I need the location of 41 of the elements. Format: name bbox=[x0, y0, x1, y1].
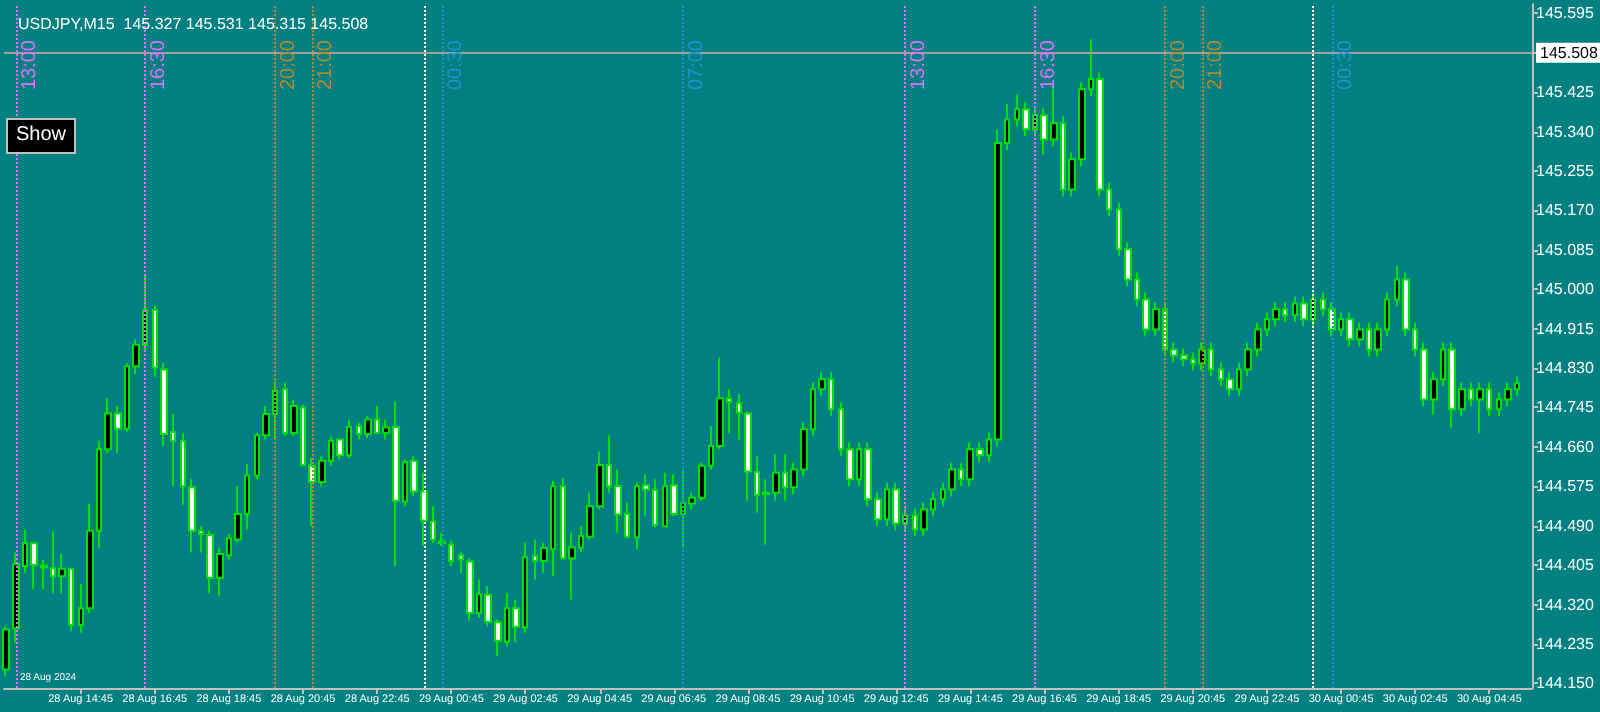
y-tick-label: 144.915 bbox=[1536, 319, 1595, 338]
y-tick-label: 145.595 bbox=[1536, 4, 1595, 23]
candlestick bbox=[1476, 381, 1484, 434]
ref-line-label: 00:30 bbox=[445, 39, 468, 91]
y-tick-label: 145.425 bbox=[1536, 83, 1595, 102]
y-tick-label: 144.575 bbox=[1536, 477, 1595, 496]
y-tick-label: 145.255 bbox=[1536, 161, 1595, 180]
y-tick-label: 144.660 bbox=[1536, 437, 1595, 456]
candlestick bbox=[466, 557, 474, 622]
ref-line-label: 145.508 bbox=[1540, 43, 1599, 62]
y-tick-label: 145.170 bbox=[1536, 201, 1595, 220]
y-tick-label: 144.830 bbox=[1536, 359, 1595, 378]
ref-line-label: 13:00 bbox=[18, 39, 41, 91]
y-tick-label: 144.405 bbox=[1536, 556, 1595, 575]
y-tick-label: 145.000 bbox=[1536, 280, 1595, 299]
candlestick bbox=[2, 625, 10, 677]
y-tick-label: 144.150 bbox=[1536, 674, 1595, 693]
y-tick-label: 144.320 bbox=[1536, 595, 1595, 614]
ref-line-label: 21:00 bbox=[1205, 39, 1228, 91]
candlestick bbox=[1504, 381, 1512, 408]
ref-line-label: 20:00 bbox=[1167, 39, 1190, 91]
candlestick bbox=[1272, 301, 1280, 328]
ref-line-label: 07:00 bbox=[686, 39, 709, 91]
y-tick-label: 144.490 bbox=[1536, 516, 1595, 535]
ref-line-label: 20:00 bbox=[278, 39, 301, 91]
ref-line-label: 16:30 bbox=[1038, 39, 1061, 91]
ref-line-label: 16:30 bbox=[148, 39, 171, 91]
candlestick bbox=[1022, 101, 1030, 138]
text: USDJPY,M15 145.327 145.531 145.315 145.508 bbox=[18, 15, 370, 33]
y-tick-label: 144.235 bbox=[1536, 634, 1595, 653]
ref-line-label: 00:30 bbox=[1334, 39, 1357, 91]
show-button: Show bbox=[6, 118, 77, 154]
candlestick bbox=[892, 481, 900, 532]
candlestick bbox=[948, 461, 956, 498]
candlestick bbox=[448, 539, 454, 568]
ref-line-label: 21:00 bbox=[315, 39, 338, 91]
ref-line-label: 13:00 bbox=[908, 39, 931, 91]
y-tick-label: 145.085 bbox=[1536, 240, 1595, 259]
candlestick bbox=[1300, 295, 1308, 328]
y-tick-label: 145.340 bbox=[1536, 122, 1595, 141]
y-tick-label: 144.745 bbox=[1536, 398, 1595, 417]
